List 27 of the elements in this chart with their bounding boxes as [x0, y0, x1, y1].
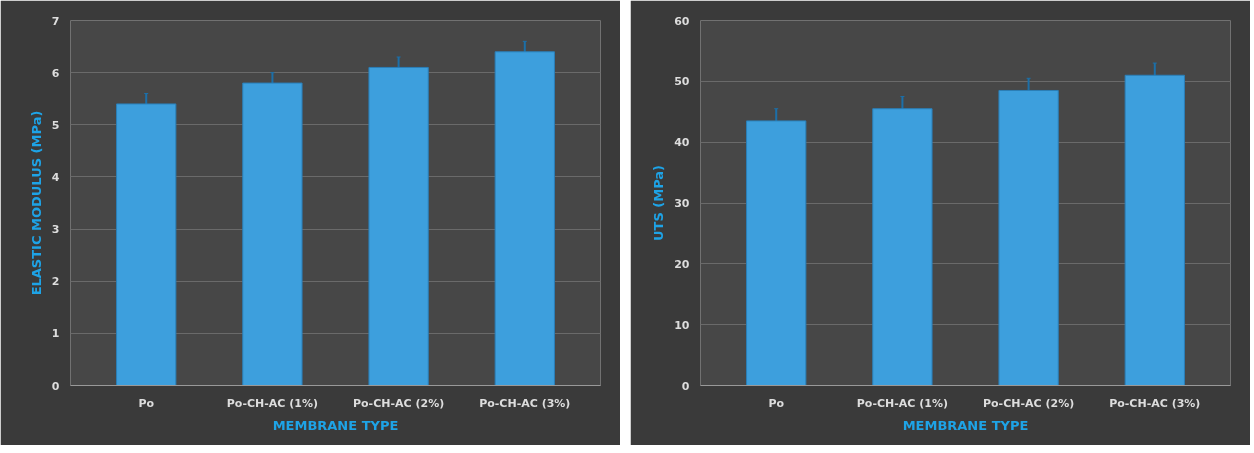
x-tick-label: Po: [138, 396, 155, 410]
x-tick-label: Po-CH-AC (2%): [353, 396, 445, 410]
y-tick-label: 4: [51, 170, 60, 184]
y-tick-label: 20: [674, 257, 690, 271]
x-tick-label: Po-CH-AC (3%): [479, 396, 571, 410]
y-tick-label: 5: [51, 118, 60, 132]
y-tick-label: 30: [674, 197, 690, 210]
y-tick-label: 60: [674, 14, 690, 28]
y-tick-label: 1: [51, 327, 60, 341]
y-tick-label: 50: [674, 75, 690, 89]
y-tick-label: 6: [51, 66, 60, 80]
x-axis-title: MEMBRANE TYPE: [272, 417, 399, 433]
y-tick-label: 2: [51, 275, 60, 289]
y-tick-label: 40: [674, 136, 690, 150]
y-tick-label: 0: [681, 379, 690, 393]
x-tick-label: Po: [768, 396, 785, 410]
x-tick-label: Po-CH-AC (3%): [1109, 396, 1201, 410]
x-tick-label: Po-CH-AC (1%): [226, 396, 319, 410]
y-tick-label: 7: [51, 14, 60, 28]
x-tick-label: Po-CH-AC (2%): [983, 396, 1075, 410]
y-tick-label: 10: [674, 318, 690, 332]
y-tick-label: 3: [51, 223, 60, 237]
y-axis-title: UTS (MPa): [651, 164, 667, 242]
x-axis-title: MEMBRANE TYPE: [902, 417, 1029, 433]
x-tick-label: Po-CH-AC (1%): [856, 396, 949, 410]
y-axis-title: ELASTIC MODULUS (MPa): [28, 110, 44, 296]
y-tick-label: 0: [51, 379, 60, 393]
